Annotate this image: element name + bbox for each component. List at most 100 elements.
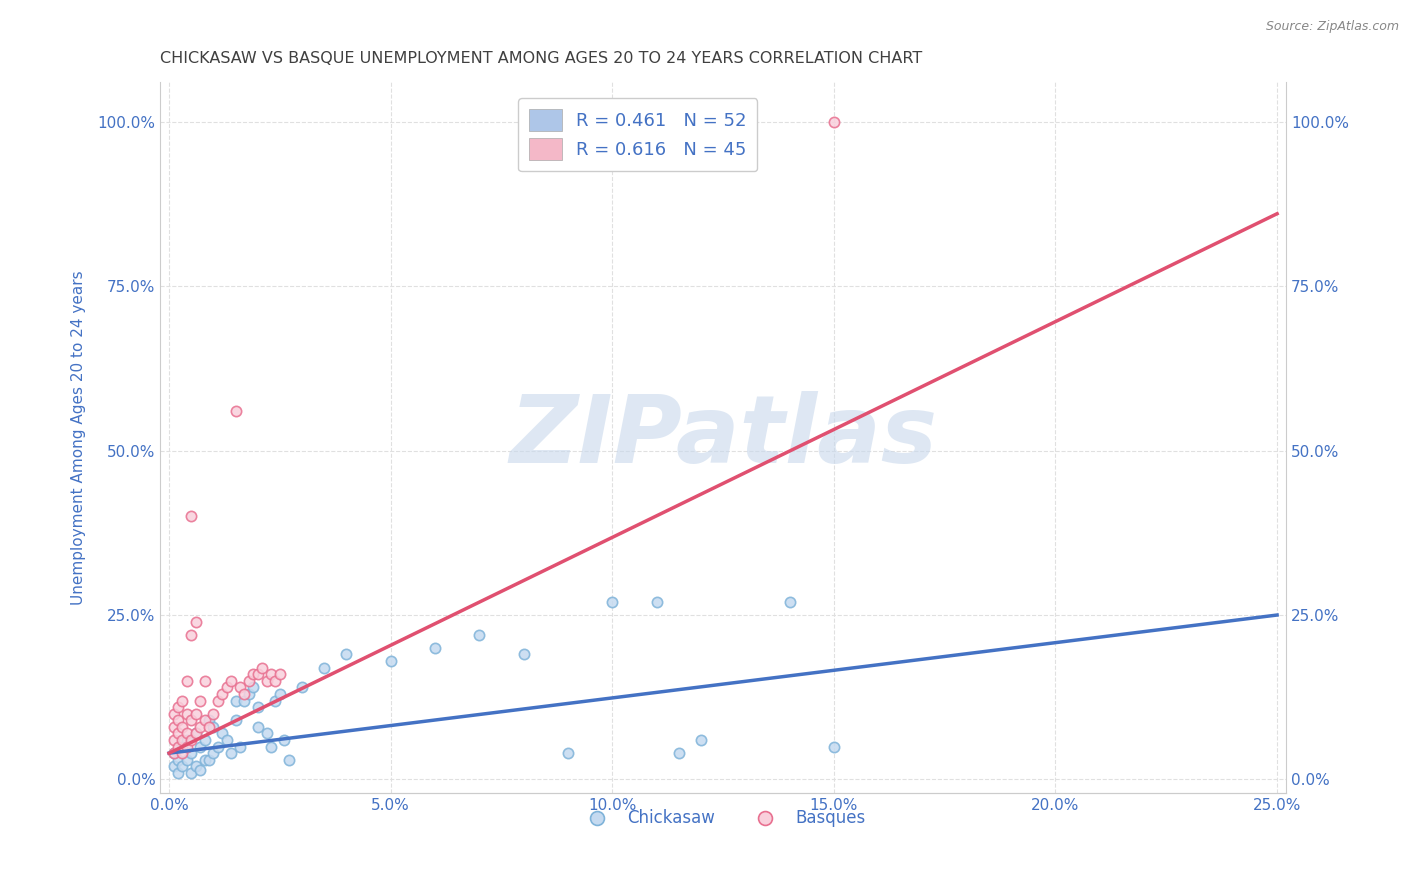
Point: [468, 628, 491, 642]
Point: [291, 681, 314, 695]
Point: [167, 726, 190, 740]
Point: [557, 746, 579, 760]
Point: [167, 700, 190, 714]
Point: [211, 687, 233, 701]
Point: [233, 687, 256, 701]
Point: [172, 693, 194, 707]
Point: [229, 681, 252, 695]
Point: [184, 726, 207, 740]
Point: [180, 628, 202, 642]
Point: [167, 765, 190, 780]
Point: [188, 693, 211, 707]
Point: [225, 404, 247, 418]
Point: [823, 114, 845, 128]
Point: [198, 713, 221, 727]
Point: [246, 667, 269, 681]
Point: [645, 595, 668, 609]
Text: ZIPatlas: ZIPatlas: [509, 392, 938, 483]
Point: [176, 673, 198, 688]
Point: [188, 720, 211, 734]
Point: [188, 763, 211, 777]
Point: [193, 753, 215, 767]
Point: [180, 509, 202, 524]
Point: [162, 746, 184, 760]
Point: [229, 739, 252, 754]
Point: [273, 733, 295, 747]
Point: [215, 681, 238, 695]
Point: [250, 660, 273, 674]
Point: [215, 733, 238, 747]
Point: [335, 648, 357, 662]
Point: [256, 673, 278, 688]
Y-axis label: Unemployment Among Ages 20 to 24 years: Unemployment Among Ages 20 to 24 years: [72, 270, 86, 605]
Point: [167, 739, 190, 754]
Point: [184, 759, 207, 773]
Point: [180, 746, 202, 760]
Point: [162, 720, 184, 734]
Point: [193, 673, 215, 688]
Point: [264, 673, 287, 688]
Point: [172, 720, 194, 734]
Point: [242, 681, 264, 695]
Point: [380, 654, 402, 668]
Point: [225, 693, 247, 707]
Point: [211, 726, 233, 740]
Point: [180, 765, 202, 780]
Point: [207, 693, 229, 707]
Point: [269, 687, 291, 701]
Point: [668, 746, 690, 760]
Point: [219, 746, 242, 760]
Point: [184, 726, 207, 740]
Point: [690, 733, 713, 747]
Point: [193, 733, 215, 747]
Point: [172, 733, 194, 747]
Point: [242, 667, 264, 681]
Point: [176, 726, 198, 740]
Point: [162, 733, 184, 747]
Point: [423, 640, 446, 655]
Point: [314, 660, 336, 674]
Point: [184, 615, 207, 629]
Text: Source: ZipAtlas.com: Source: ZipAtlas.com: [1265, 20, 1399, 33]
Point: [162, 746, 184, 760]
Point: [193, 713, 215, 727]
Legend: Chickasaw, Basques: Chickasaw, Basques: [574, 803, 872, 834]
Point: [202, 706, 225, 721]
Point: [172, 759, 194, 773]
Point: [246, 700, 269, 714]
Point: [207, 739, 229, 754]
Point: [779, 595, 801, 609]
Point: [176, 753, 198, 767]
Text: CHICKASAW VS BASQUE UNEMPLOYMENT AMONG AGES 20 TO 24 YEARS CORRELATION CHART: CHICKASAW VS BASQUE UNEMPLOYMENT AMONG A…: [160, 51, 922, 66]
Point: [176, 706, 198, 721]
Point: [264, 693, 287, 707]
Point: [172, 739, 194, 754]
Point: [176, 733, 198, 747]
Point: [225, 713, 247, 727]
Point: [198, 753, 221, 767]
Point: [167, 753, 190, 767]
Point: [180, 733, 202, 747]
Point: [198, 720, 221, 734]
Point: [238, 673, 260, 688]
Point: [512, 648, 534, 662]
Point: [162, 759, 184, 773]
Point: [823, 739, 845, 754]
Point: [233, 693, 256, 707]
Point: [176, 739, 198, 754]
Point: [246, 720, 269, 734]
Point: [162, 706, 184, 721]
Point: [260, 667, 283, 681]
Point: [600, 595, 623, 609]
Point: [260, 739, 283, 754]
Point: [172, 746, 194, 760]
Point: [180, 713, 202, 727]
Point: [167, 713, 190, 727]
Point: [202, 720, 225, 734]
Point: [277, 753, 299, 767]
Point: [269, 667, 291, 681]
Point: [188, 739, 211, 754]
Point: [256, 726, 278, 740]
Point: [184, 706, 207, 721]
Point: [202, 746, 225, 760]
